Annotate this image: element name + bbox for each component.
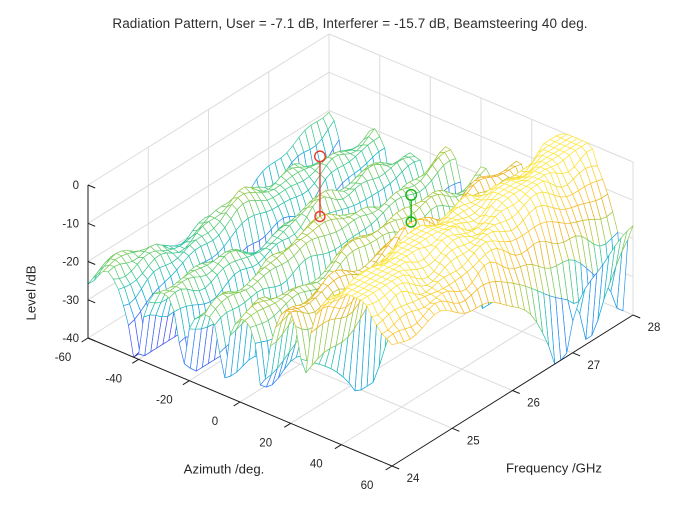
z-tick-mark — [87, 184, 96, 189]
z-tick-label: 0 — [73, 180, 79, 192]
y-tick-label: 27 — [587, 360, 600, 372]
y-tick-label: 24 — [407, 473, 420, 485]
x-tick-label: -60 — [55, 352, 72, 364]
y-tick-mark — [452, 427, 460, 432]
x-tick-label: 0 — [212, 416, 218, 428]
x-tick-mark — [334, 444, 342, 450]
z-tick-label: -30 — [62, 295, 79, 307]
x-tick-label: 40 — [310, 459, 323, 471]
x-tick-mark — [233, 401, 241, 407]
x-axis-label: Azimuth /deg. — [183, 461, 265, 477]
tick-group: -60 -40 -20 0 20 40 60 24 25 26 27 28 0 -10 -20 -30 -40 — [55, 180, 661, 492]
interferer-top-circle — [313, 150, 326, 163]
user-top-circle — [405, 188, 418, 201]
y-axis-label: Frequency /GHz — [505, 460, 603, 476]
y-tick-mark — [512, 390, 520, 394]
x-tick-mark — [385, 465, 393, 471]
x-tick-label: 60 — [361, 480, 374, 492]
x-tick-label: 20 — [259, 437, 272, 449]
x-tick-mark — [284, 422, 291, 428]
x-tick-label: -40 — [105, 373, 122, 385]
z-tick-mark — [87, 299, 96, 304]
z-axis-label: Level /dB — [23, 265, 39, 321]
interferer-marker — [313, 150, 326, 223]
interferer-level-circle — [314, 210, 326, 223]
user-marker — [405, 188, 418, 228]
y-tick-label: 26 — [527, 398, 540, 410]
y-tick-mark — [632, 314, 641, 319]
y-tick-label: 25 — [467, 435, 480, 447]
z-tick-mark — [87, 337, 96, 342]
x-tick-mark — [132, 358, 139, 364]
x-tick-label: -20 — [156, 395, 173, 407]
chart-title: Radiation Pattern, User = -7.1 dB, Inter… — [112, 16, 588, 31]
user-level-circle — [405, 216, 417, 228]
y-tick-mark — [391, 465, 400, 470]
z-tick-label: -40 — [62, 333, 79, 345]
y-tick-mark — [572, 352, 581, 357]
x-tick-mark — [182, 380, 190, 386]
z-tick-mark — [87, 261, 96, 265]
y-tick-label: 28 — [648, 322, 661, 334]
z-tick-mark — [87, 222, 96, 227]
x-tick-mark — [81, 337, 89, 343]
z-tick-label: -20 — [62, 257, 79, 269]
z-tick-label: -10 — [62, 218, 79, 230]
mesh-quad — [386, 333, 399, 346]
surface-mesh — [87, 112, 634, 392]
